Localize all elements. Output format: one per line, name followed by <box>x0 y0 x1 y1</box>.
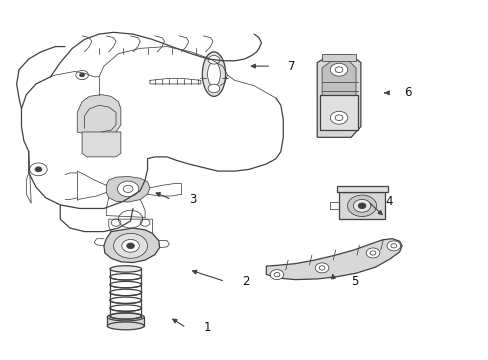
Circle shape <box>347 195 376 216</box>
Circle shape <box>366 248 379 258</box>
Circle shape <box>35 167 42 172</box>
Polygon shape <box>322 54 355 61</box>
Circle shape <box>126 243 134 249</box>
Ellipse shape <box>110 266 141 272</box>
Circle shape <box>80 73 84 77</box>
Polygon shape <box>319 95 358 130</box>
Circle shape <box>113 233 147 258</box>
Polygon shape <box>82 132 121 157</box>
Polygon shape <box>317 55 360 137</box>
Circle shape <box>122 239 139 252</box>
Polygon shape <box>336 186 386 193</box>
Polygon shape <box>322 61 355 130</box>
Text: 1: 1 <box>203 321 210 334</box>
Polygon shape <box>106 176 150 202</box>
Ellipse shape <box>107 313 144 321</box>
Text: 7: 7 <box>287 60 295 73</box>
Ellipse shape <box>202 52 225 96</box>
Polygon shape <box>266 239 401 280</box>
Circle shape <box>353 199 370 212</box>
Text: 5: 5 <box>350 275 358 288</box>
Ellipse shape <box>107 322 144 330</box>
Circle shape <box>118 210 142 228</box>
Text: 6: 6 <box>404 86 411 99</box>
Circle shape <box>386 241 400 251</box>
Polygon shape <box>107 317 144 326</box>
Circle shape <box>117 181 139 197</box>
Circle shape <box>329 63 347 76</box>
Text: 4: 4 <box>385 195 392 208</box>
Text: 2: 2 <box>242 275 249 288</box>
Text: 3: 3 <box>188 193 196 206</box>
Polygon shape <box>103 228 159 262</box>
Polygon shape <box>77 95 121 135</box>
Circle shape <box>329 111 347 124</box>
Ellipse shape <box>207 62 220 86</box>
Circle shape <box>358 203 365 209</box>
Circle shape <box>208 84 219 93</box>
Circle shape <box>270 270 283 280</box>
Circle shape <box>208 55 219 64</box>
Circle shape <box>315 263 328 273</box>
Circle shape <box>213 73 217 77</box>
Polygon shape <box>338 193 385 219</box>
